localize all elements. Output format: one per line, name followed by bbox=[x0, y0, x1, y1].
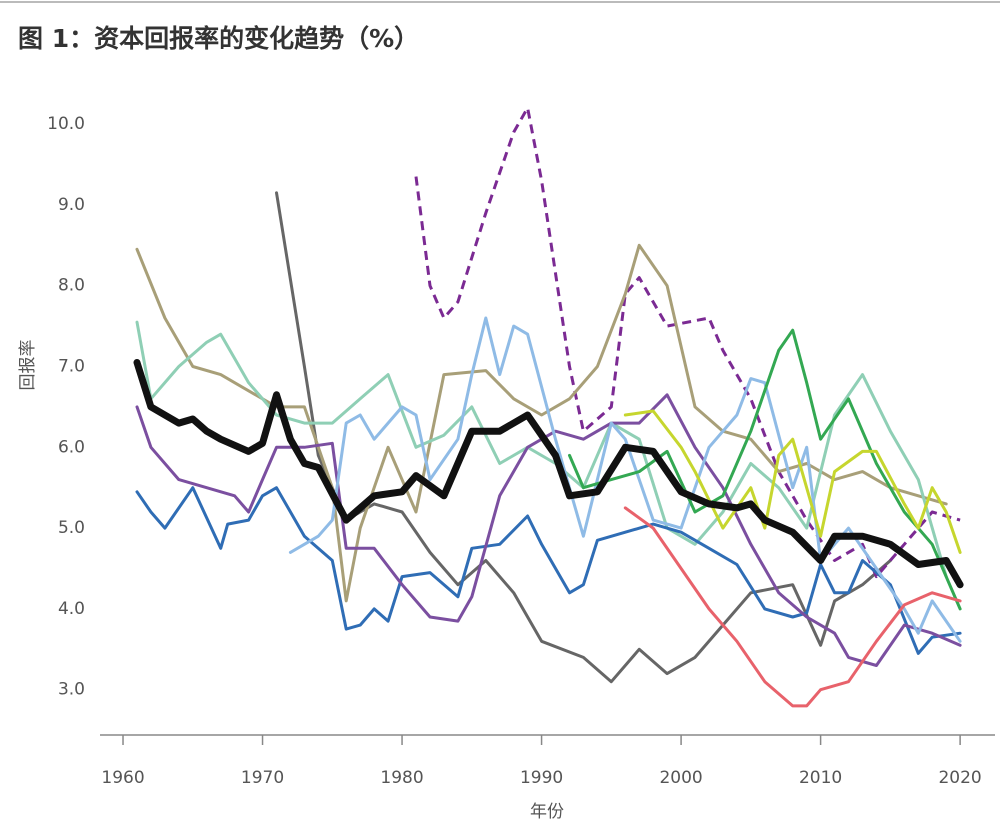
series-line bbox=[623, 506, 962, 708]
x-tick-label: 2000 bbox=[659, 768, 702, 788]
y-tick-label: 7.0 bbox=[58, 357, 85, 377]
x-tick-label: 1970 bbox=[241, 768, 284, 788]
x-tick-label: 2010 bbox=[799, 768, 842, 788]
series-line bbox=[568, 328, 962, 611]
y-tick-label: 8.0 bbox=[58, 276, 85, 296]
series-line bbox=[275, 191, 892, 684]
series-line bbox=[135, 393, 962, 667]
series-line bbox=[414, 106, 961, 579]
y-tick-label: 4.0 bbox=[58, 599, 85, 619]
x-tick-label: 1990 bbox=[520, 768, 563, 788]
x-tick-label: 1980 bbox=[380, 768, 423, 788]
series-line bbox=[133, 359, 964, 589]
series-line bbox=[288, 316, 962, 643]
y-tick-label: 5.0 bbox=[58, 518, 85, 538]
series-line bbox=[135, 486, 962, 655]
x-axis-label: 年份 bbox=[530, 802, 564, 822]
y-tick-label: 3.0 bbox=[58, 680, 85, 700]
y-axis-label: 回报率 bbox=[18, 340, 38, 391]
series-line bbox=[623, 409, 962, 554]
y-tick-label: 6.0 bbox=[58, 437, 85, 457]
y-tick-label: 10.0 bbox=[47, 114, 85, 134]
chart-title: 图 1：资本回报率的变化趋势（%） bbox=[18, 24, 419, 53]
y-tick-label: 9.0 bbox=[58, 195, 85, 215]
x-tick-label: 1960 bbox=[101, 768, 144, 788]
x-tick-label: 2020 bbox=[938, 768, 981, 788]
